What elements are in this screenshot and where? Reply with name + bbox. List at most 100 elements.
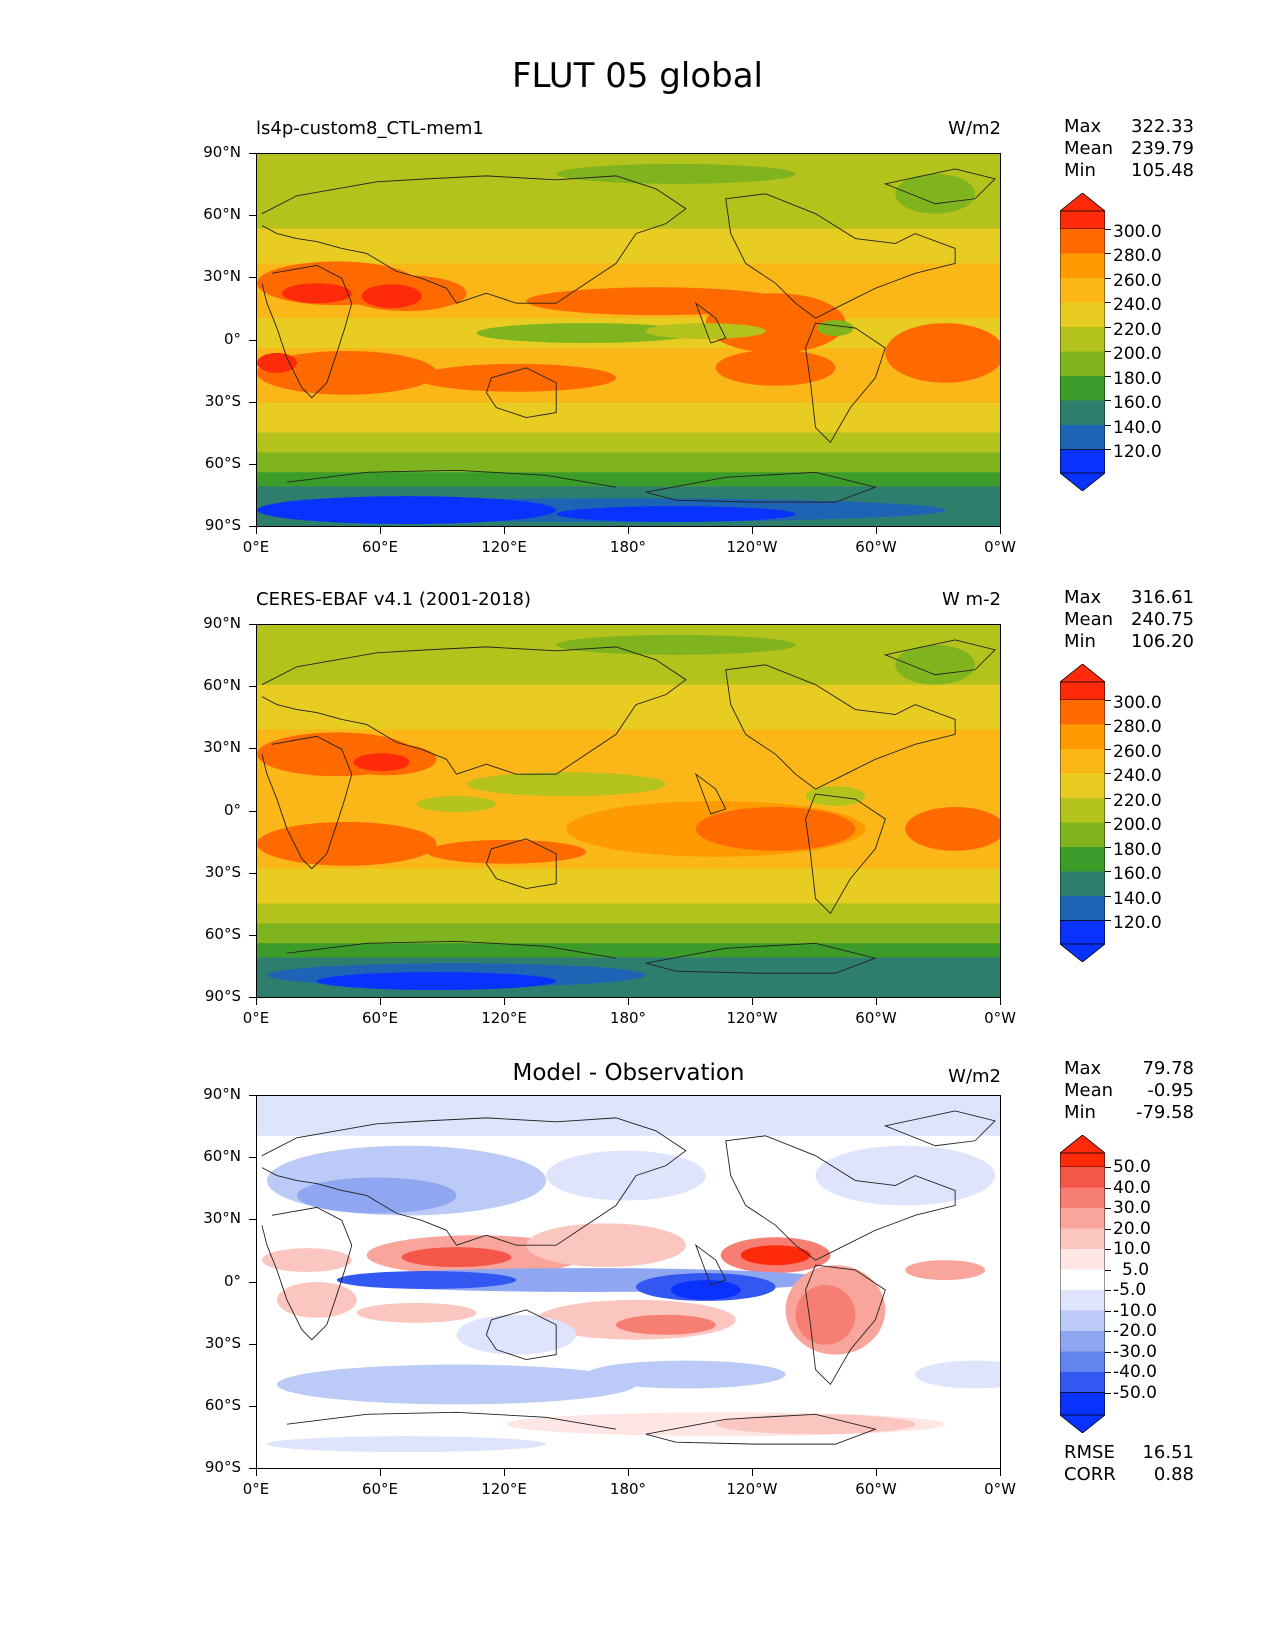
stat-value: 106.20 [1131,631,1194,652]
stat-value: 316.61 [1131,587,1194,608]
colorbar-label: 160.0 [1113,393,1162,413]
panel-center-title: Model - Observation [512,1060,745,1086]
lon-label: 60°W [855,538,897,556]
colorbar-label: 300.0 [1113,693,1162,713]
lat-label: 60°N [203,676,241,694]
colorbar-label: 240.0 [1113,295,1162,315]
lon-label: 120°W [726,1480,778,1498]
lon-label: 180° [609,538,647,556]
lat-label: 30°N [203,738,241,756]
stat-label: Min [1064,160,1096,181]
stat-value: 240.75 [1131,609,1194,630]
lon-label: 60°E [361,1480,399,1498]
colorbar-label: 50.0 [1113,1157,1151,1177]
lat-label: 60°S [204,454,241,472]
colorbar-label: 140.0 [1113,889,1162,909]
lon-label: 60°E [361,1009,399,1027]
lat-label: 90°S [204,516,241,534]
colorbar-swatches [1059,1134,1106,1434]
colorbar-label: 120.0 [1113,442,1162,462]
lon-label: 120°W [726,538,778,556]
panel-observation: CERES-EBAF v4.1 (2001-2018) W m-2 [0,471,1275,1027]
stat-value: -0.95 [1147,1080,1194,1101]
panel-units: W/m2 [948,1066,1001,1087]
lat-label: 0° [223,1272,241,1290]
map-plot [256,153,1001,527]
lat-label: 0° [223,330,241,348]
panel-left-title: ls4p-custom8_CTL-mem1 [256,118,484,139]
stat-label: Min [1064,631,1096,652]
rmse-corr-box: RMSE 16.51 CORR 0.88 [1064,1442,1194,1486]
colorbar-label: 300.0 [1113,222,1162,242]
lon-label: 120°W [726,1009,778,1027]
lat-label: 90°S [204,987,241,1005]
colorbar-label: 200.0 [1113,344,1162,364]
colorbar-label: 120.0 [1113,913,1162,933]
stat-label: Mean [1064,1080,1114,1101]
stat-value: 0.88 [1153,1464,1194,1485]
lon-label: 180° [609,1480,647,1498]
stat-value: 79.78 [1142,1058,1194,1079]
panel-difference: Model - Observation W/m2 [0,942,1275,1498]
lat-label: 60°S [204,1396,241,1414]
lon-label: 0°W [984,1480,1016,1498]
stat-value: 16.51 [1142,1442,1194,1463]
stat-value: 322.33 [1131,116,1194,137]
stat-label: RMSE [1064,1442,1115,1463]
lon-label: 120°E [481,538,527,556]
colorbar-label: -50.0 [1113,1383,1157,1403]
map-plot [256,624,1001,998]
colorbar-label: 240.0 [1113,766,1162,786]
lon-label: 120°E [481,1480,527,1498]
stat-label: Min [1064,1102,1096,1123]
stat-label: Mean [1064,138,1114,159]
lat-label: 90°N [203,143,241,161]
stat-label: Max [1064,116,1102,137]
stat-label: Max [1064,587,1102,608]
panel-model: ls4p-custom8_CTL-mem1 W/m2 [0,0,1275,556]
lat-label: 60°N [203,205,241,223]
colorbar-label: 40.0 [1113,1178,1151,1198]
colorbar-label: -20.0 [1113,1321,1157,1341]
colorbar-label: 10.0 [1113,1239,1151,1259]
colorbar-label: 180.0 [1113,369,1162,389]
lat-label: 30°S [204,392,241,410]
stats-box: Max 322.33 Mean 239.79 Min 105.48 [1064,116,1194,182]
lon-label: 0°E [242,1009,270,1027]
lon-label: 180° [609,1009,647,1027]
lat-label: 30°S [204,1334,241,1352]
colorbar-label: 140.0 [1113,418,1162,438]
lat-label: 30°S [204,863,241,881]
colorbar-label: 20.0 [1113,1219,1151,1239]
stat-label: Max [1064,1058,1102,1079]
stats-box: Max 316.61 Mean 240.75 Min 106.20 [1064,587,1194,653]
colorbar-label: 30.0 [1113,1198,1151,1218]
lon-label: 0°W [984,1009,1016,1027]
colorbar-label: 5.0 [1122,1260,1150,1280]
lat-label: 0° [223,801,241,819]
lat-label: 60°S [204,925,241,943]
colorbar-label: -10.0 [1113,1301,1157,1321]
colorbar [1059,192,1106,492]
map-plot [256,1095,1001,1469]
lon-label: 0°E [242,1480,270,1498]
colorbar-label: -5.0 [1113,1280,1147,1300]
lon-label: 60°W [855,1009,897,1027]
colorbar [1059,663,1106,963]
colorbar-label: 220.0 [1113,791,1162,811]
colorbar [1059,1134,1106,1434]
panel-units: W/m2 [948,118,1001,139]
flut-field-obs [257,625,1000,997]
flut-field-model [257,154,1000,526]
stats-box: Max 79.78 Mean -0.95 Min -79.58 [1064,1058,1194,1124]
colorbar-label: 180.0 [1113,840,1162,860]
page-title: FLUT 05 global [511,56,764,96]
panel-units: W m-2 [941,589,1001,610]
panel-left-title: CERES-EBAF v4.1 (2001-2018) [256,589,532,610]
stat-value: 105.48 [1131,160,1194,181]
lat-label: 60°N [203,1147,241,1165]
stat-label: Mean [1064,609,1114,630]
colorbar-label: 280.0 [1113,717,1162,737]
lon-label: 0°E [242,538,270,556]
lat-label: 90°N [203,1085,241,1103]
